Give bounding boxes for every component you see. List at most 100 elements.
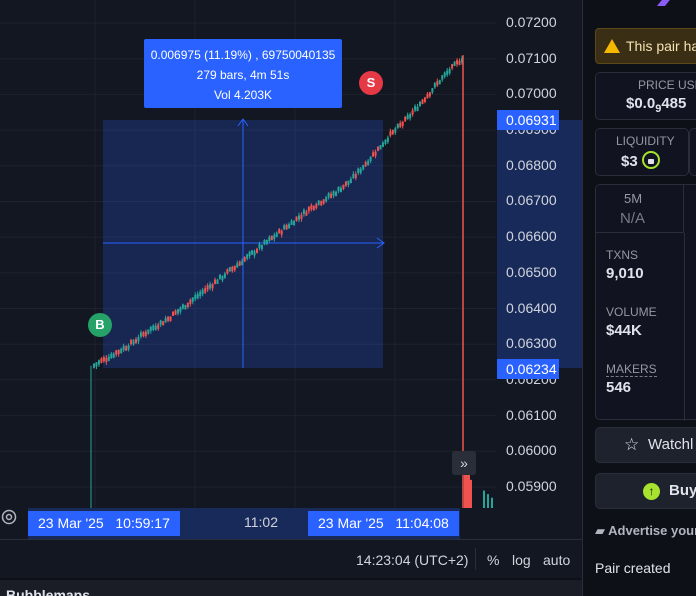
buy-label: Buy xyxy=(669,482,696,499)
candle-body xyxy=(367,160,370,166)
chart-settings-gear-icon[interactable] xyxy=(0,508,18,526)
candle-body xyxy=(223,273,226,278)
candlestick-plot[interactable] xyxy=(0,0,582,540)
buy-button[interactable]: ↑ Buy xyxy=(595,473,696,509)
bubblemaps-panel-header[interactable]: Bubblemaps xyxy=(0,578,582,596)
candle-body xyxy=(364,162,367,167)
candle-body xyxy=(189,299,192,305)
candle-body xyxy=(386,137,389,142)
candle-body xyxy=(233,265,236,270)
candle-body xyxy=(231,266,234,272)
candle-body xyxy=(344,181,347,186)
tab-5m[interactable]: 5M N/A xyxy=(596,185,684,233)
candle-body xyxy=(105,357,108,362)
candle-body xyxy=(144,331,147,336)
price-tick-label: 0.07100 xyxy=(506,49,557,66)
candle-body xyxy=(154,325,157,330)
candle-body xyxy=(120,348,123,354)
price-tick-label: 0.06300 xyxy=(506,335,557,352)
candle-body xyxy=(110,353,113,359)
candle-body xyxy=(117,349,120,355)
price-tick-label: 0.06000 xyxy=(506,442,557,459)
candle-body xyxy=(241,260,244,266)
tab-5m-label: 5M xyxy=(624,191,643,206)
watchlist-label: Watchl xyxy=(648,436,694,453)
candle-body xyxy=(409,114,412,119)
candle-body xyxy=(438,79,441,85)
candle-body xyxy=(134,339,137,344)
candle-body xyxy=(243,257,246,262)
sell-marker[interactable]: S xyxy=(359,71,383,95)
candle-body xyxy=(411,110,414,115)
candle-body xyxy=(293,221,296,226)
txns-label: TXNS xyxy=(606,248,639,262)
pair-created-label: Pair created xyxy=(595,560,671,576)
price-chart[interactable]: 0.072000.071000.070000.069000.068000.067… xyxy=(0,0,582,578)
buy-marker[interactable]: B xyxy=(88,313,112,337)
price-tick-label: 0.05900 xyxy=(506,478,557,494)
time-start-tag: 23 Mar '25 10:59:17 xyxy=(28,511,180,536)
post-dump-candle xyxy=(483,490,485,508)
candle-body xyxy=(256,248,259,253)
candle-body xyxy=(248,251,251,257)
candle-body xyxy=(389,131,392,136)
timezone-clock[interactable]: 14:23:04 (UTC+2) xyxy=(356,552,469,568)
price-value-digits: 485 xyxy=(661,95,687,112)
candle-body xyxy=(396,123,399,129)
candle-body xyxy=(238,261,241,266)
candle-body xyxy=(132,340,135,345)
range-low-price-tag: 0.06234 xyxy=(497,359,559,379)
warning-text: This pair ha xyxy=(626,38,696,54)
candle-body xyxy=(404,116,407,122)
candle-body xyxy=(433,83,436,88)
stats-divider xyxy=(684,233,685,421)
candle-body xyxy=(352,173,355,179)
candle-body xyxy=(265,239,268,245)
price-tick-label: 0.06100 xyxy=(506,406,557,423)
post-dump-candle xyxy=(468,472,470,508)
candle-body xyxy=(419,101,422,107)
candle-body xyxy=(280,230,283,235)
candle-body xyxy=(258,244,261,249)
candle-body xyxy=(399,122,402,128)
candle-body xyxy=(431,88,434,93)
candle-body xyxy=(359,168,362,173)
chart-bottom-toolbar: 14:23:04 (UTC+2) % log auto xyxy=(0,539,582,578)
candle-body xyxy=(149,326,152,331)
candle-body xyxy=(414,106,417,111)
pair-info-sidebar: This pair ha PRICE USD $0.09485 LIQUIDIT… xyxy=(582,0,696,596)
bubblemaps-title[interactable]: Bubblemaps xyxy=(6,587,91,596)
candle-body xyxy=(186,302,189,308)
scroll-to-realtime-button[interactable]: » xyxy=(452,451,476,475)
candle-body xyxy=(458,60,461,65)
volume-label: VOLUME xyxy=(606,305,657,319)
candle-body xyxy=(152,325,155,330)
candle-body xyxy=(206,285,209,290)
candle-body xyxy=(369,156,372,162)
percent-scale-button[interactable]: % xyxy=(487,552,500,568)
candle-body xyxy=(125,346,128,351)
advertise-link[interactable]: ▰ Advertise your xyxy=(595,523,696,539)
candle-body xyxy=(379,145,382,150)
candle-body xyxy=(330,193,333,198)
candle-body xyxy=(290,220,293,225)
candle-body xyxy=(300,214,303,219)
candle-body xyxy=(443,72,446,77)
candle-body xyxy=(253,251,256,256)
candle-body xyxy=(372,152,375,157)
candle-body xyxy=(221,275,224,281)
candle-body xyxy=(251,250,254,255)
time-axis[interactable]: 23 Mar '25 10:59:17 11:02 23 Mar '25 11:… xyxy=(0,508,582,539)
post-dump-candle xyxy=(464,454,466,508)
candle-body xyxy=(448,68,451,74)
pair-warning-banner[interactable]: This pair ha xyxy=(595,28,696,64)
candle-body xyxy=(211,284,214,289)
candle-body xyxy=(162,321,165,326)
candle-body xyxy=(421,99,424,104)
auto-scale-button[interactable]: auto xyxy=(543,552,571,568)
watchlist-button[interactable]: ☆ Watchl xyxy=(595,427,696,463)
log-scale-button[interactable]: log xyxy=(512,552,531,568)
measure-change-text: 0.006975 (11.19%) , 69750040135 xyxy=(150,48,336,62)
candle-body xyxy=(362,165,365,170)
candle-body xyxy=(194,294,197,300)
